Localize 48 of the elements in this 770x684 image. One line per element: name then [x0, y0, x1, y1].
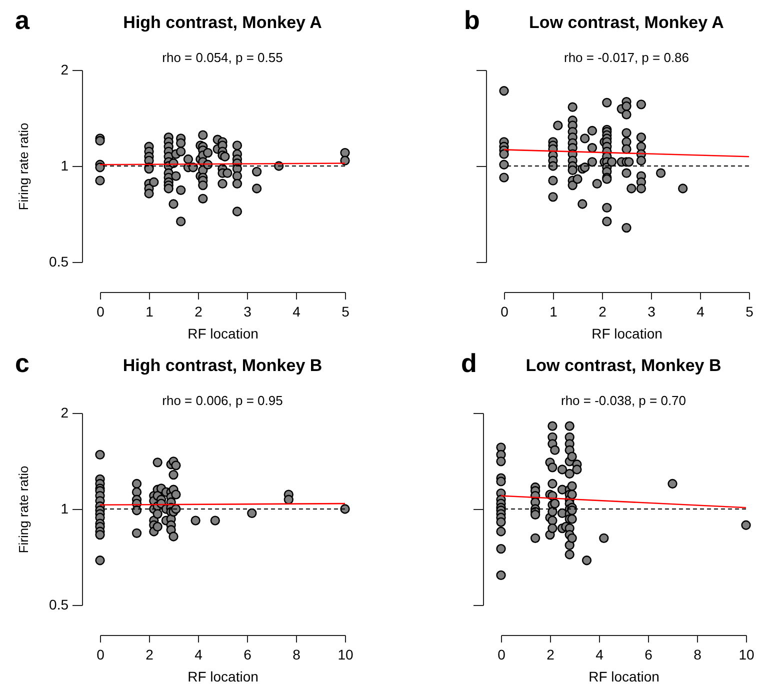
- chart-subtitle: rho = -0.038, p = 0.70: [560, 393, 686, 408]
- x-tick-label: 0: [96, 646, 105, 662]
- x-axis-title: RF location: [188, 668, 258, 684]
- x-tick-label: 3: [648, 304, 656, 320]
- y-tick-label: 2: [60, 62, 69, 78]
- x-tick-label: 5: [342, 304, 350, 320]
- text: a: [15, 5, 30, 35]
- x-tick-label: 1: [550, 304, 558, 320]
- x-tick-label: 2: [146, 646, 154, 662]
- x-tick-label: 2: [546, 646, 555, 662]
- text: d: [461, 348, 477, 378]
- x-tick-label: 2: [598, 304, 607, 320]
- chart-subtitle: rho = 0.006, p = 0.95: [162, 393, 283, 408]
- text: c: [15, 348, 30, 378]
- x-tick-label: 8: [292, 646, 301, 662]
- x-axis-title: RF location: [588, 668, 660, 684]
- x-tick-label: 10: [738, 646, 754, 662]
- y-tick-label: 0.5: [49, 596, 69, 612]
- x-tick-label: 0: [500, 304, 509, 320]
- x-tick-label: 0: [96, 304, 105, 320]
- y-axis-title: Firing rate ratio: [16, 466, 32, 554]
- x-tick-label: 10: [338, 646, 354, 662]
- x-tick-label: 6: [244, 646, 252, 662]
- chart-subtitle: rho = 0.054, p = 0.55: [162, 50, 283, 65]
- x-tick-label: 1: [146, 304, 154, 320]
- chart-title: High contrast, Monkey B: [122, 356, 322, 375]
- x-axis-title: RF location: [592, 326, 662, 342]
- chart-title: Low contrast, Monkey B: [526, 356, 722, 375]
- y-tick-label: 0.5: [49, 254, 69, 270]
- x-tick-label: 5: [746, 304, 754, 320]
- chart-title: Low contrast, Monkey A: [529, 13, 724, 32]
- x-tick-label: 4: [696, 304, 705, 320]
- y-tick-label: 1: [60, 158, 69, 174]
- chart-title: High contrast, Monkey A: [123, 13, 322, 32]
- chart-subtitle: rho = -0.017, p = 0.86: [564, 50, 690, 65]
- y-tick-label: 1: [60, 500, 69, 516]
- y-tick-label: 2: [60, 404, 69, 420]
- x-tick-label: 8: [694, 646, 702, 662]
- y-axis-title: Firing rate ratio: [16, 122, 32, 210]
- x-tick-label: 4: [194, 646, 203, 662]
- x-tick-label: 4: [596, 646, 604, 662]
- x-axis-title: RF location: [188, 326, 258, 342]
- x-tick-label: 6: [644, 646, 653, 662]
- x-tick-label: 2: [194, 304, 203, 320]
- x-tick-label: 3: [244, 304, 252, 320]
- text: b: [464, 5, 480, 35]
- x-tick-label: 0: [498, 646, 506, 662]
- x-tick-label: 4: [292, 304, 301, 320]
